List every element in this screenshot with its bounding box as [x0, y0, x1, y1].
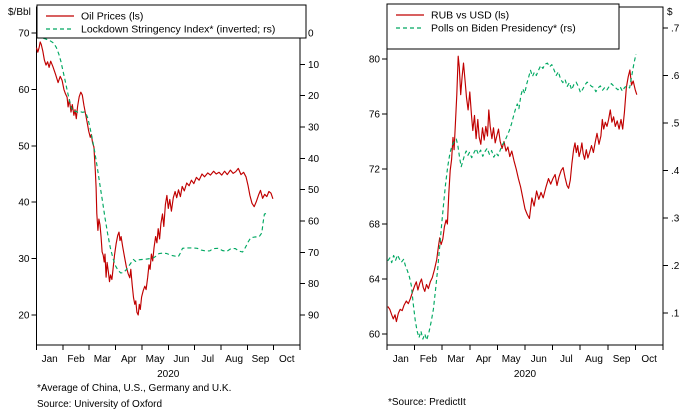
right-axis-tick-label: 20 — [308, 91, 320, 102]
x-axis-month-label: Oct — [641, 354, 657, 365]
biden-polls-series — [387, 53, 637, 341]
right-axis-tick-label: 10 — [308, 60, 320, 71]
right-axis-tick-label: .4 — [671, 166, 680, 177]
x-axis-month-label: Sep — [613, 354, 631, 365]
chart-footnote: *Average of China, U.S., Germany and U.K… — [37, 383, 231, 394]
rub-vs-usd-series — [387, 55, 638, 323]
legend-box — [36, 4, 307, 39]
left-axis-tick-label: 30 — [18, 254, 30, 265]
right-axis-tick-label: .7 — [671, 24, 680, 35]
right-axis-tick-label: .5 — [671, 119, 680, 130]
right-axis-tick-label: .2 — [671, 261, 680, 272]
right-axis-tick-label: 40 — [308, 154, 320, 165]
x-axis-month-label: Jan — [393, 354, 409, 365]
chart-footnote: Source: University of Oxford — [37, 399, 162, 410]
legend-box — [386, 3, 620, 50]
legend-entry-label: Polls on Biden Presidency* (rs) — [431, 23, 576, 35]
legend-entry-label: RUB vs USD (ls) — [431, 10, 509, 22]
left-axis-tick-label: 72 — [369, 165, 381, 176]
chart-footnote: *Source: PredictIt — [388, 397, 466, 408]
x-axis-year-label: 2020 — [157, 369, 180, 380]
left-axis-tick-label: 60 — [18, 85, 30, 96]
left-axis-tick-label: 70 — [18, 29, 30, 40]
right-axis-tick-label: 90 — [308, 311, 320, 322]
right-axis-tick-label: .6 — [671, 71, 680, 82]
right-axis-unit-label: $ — [667, 7, 673, 18]
legend-entry-label: Lockdown Stringency Index* (inverted; rs… — [81, 24, 275, 36]
x-axis-month-label: Jul — [560, 354, 573, 365]
x-axis-month-label: Apr — [476, 354, 492, 365]
left-axis-tick-label: 68 — [369, 220, 381, 231]
left-axis-tick-label: 60 — [369, 330, 381, 341]
left-axis-tick-label: 40 — [18, 198, 30, 209]
x-axis-month-label: May — [146, 354, 165, 365]
lockdown-stringency-series — [36, 36, 267, 274]
x-axis-month-label: Mar — [447, 354, 465, 365]
left-axis-tick-label: 64 — [369, 275, 381, 286]
right-axis-tick-label: .3 — [671, 214, 680, 225]
legend-entry-label: Oil Prices (ls) — [81, 11, 143, 23]
right-axis-tick-label: 60 — [308, 217, 320, 228]
left-axis-tick-label: 50 — [18, 141, 30, 152]
right-axis-tick-label: 50 — [308, 185, 320, 196]
x-axis-month-label: Feb — [420, 354, 438, 365]
left-axis-tick-label: 80 — [369, 55, 381, 66]
right-axis-tick-label: 30 — [308, 123, 320, 134]
x-axis-month-label: Aug — [225, 354, 243, 365]
oil-prices-series — [35, 41, 274, 316]
x-axis-month-label: Aug — [585, 354, 603, 365]
x-axis-month-label: Sep — [252, 354, 270, 365]
left-axis-tick-label: 20 — [18, 311, 30, 322]
right-axis-tick-label: 0 — [308, 29, 314, 40]
right-axis-tick-label: .1 — [671, 309, 680, 320]
oil-vs-lockdown-plot-frame — [36, 6, 301, 346]
x-axis-month-label: Jan — [42, 354, 58, 365]
x-axis-month-label: Oct — [279, 354, 295, 365]
right-axis-tick-label: 70 — [308, 248, 320, 259]
x-axis-month-label: Jun — [531, 354, 547, 365]
rub-vs-biden-polls-plot-frame — [386, 6, 664, 346]
right-axis-tick-label: 80 — [308, 279, 320, 290]
x-axis-month-label: May — [502, 354, 521, 365]
x-axis-month-label: Feb — [67, 354, 85, 365]
x-axis-month-label: Jul — [201, 354, 214, 365]
left-axis-unit-label: $/Bbl — [8, 7, 31, 18]
x-axis-month-label: Mar — [94, 354, 112, 365]
x-axis-month-label: Apr — [121, 354, 137, 365]
x-axis-year-label: 2020 — [514, 369, 537, 380]
x-axis-month-label: Jun — [173, 354, 189, 365]
left-axis-tick-label: 76 — [369, 110, 381, 121]
